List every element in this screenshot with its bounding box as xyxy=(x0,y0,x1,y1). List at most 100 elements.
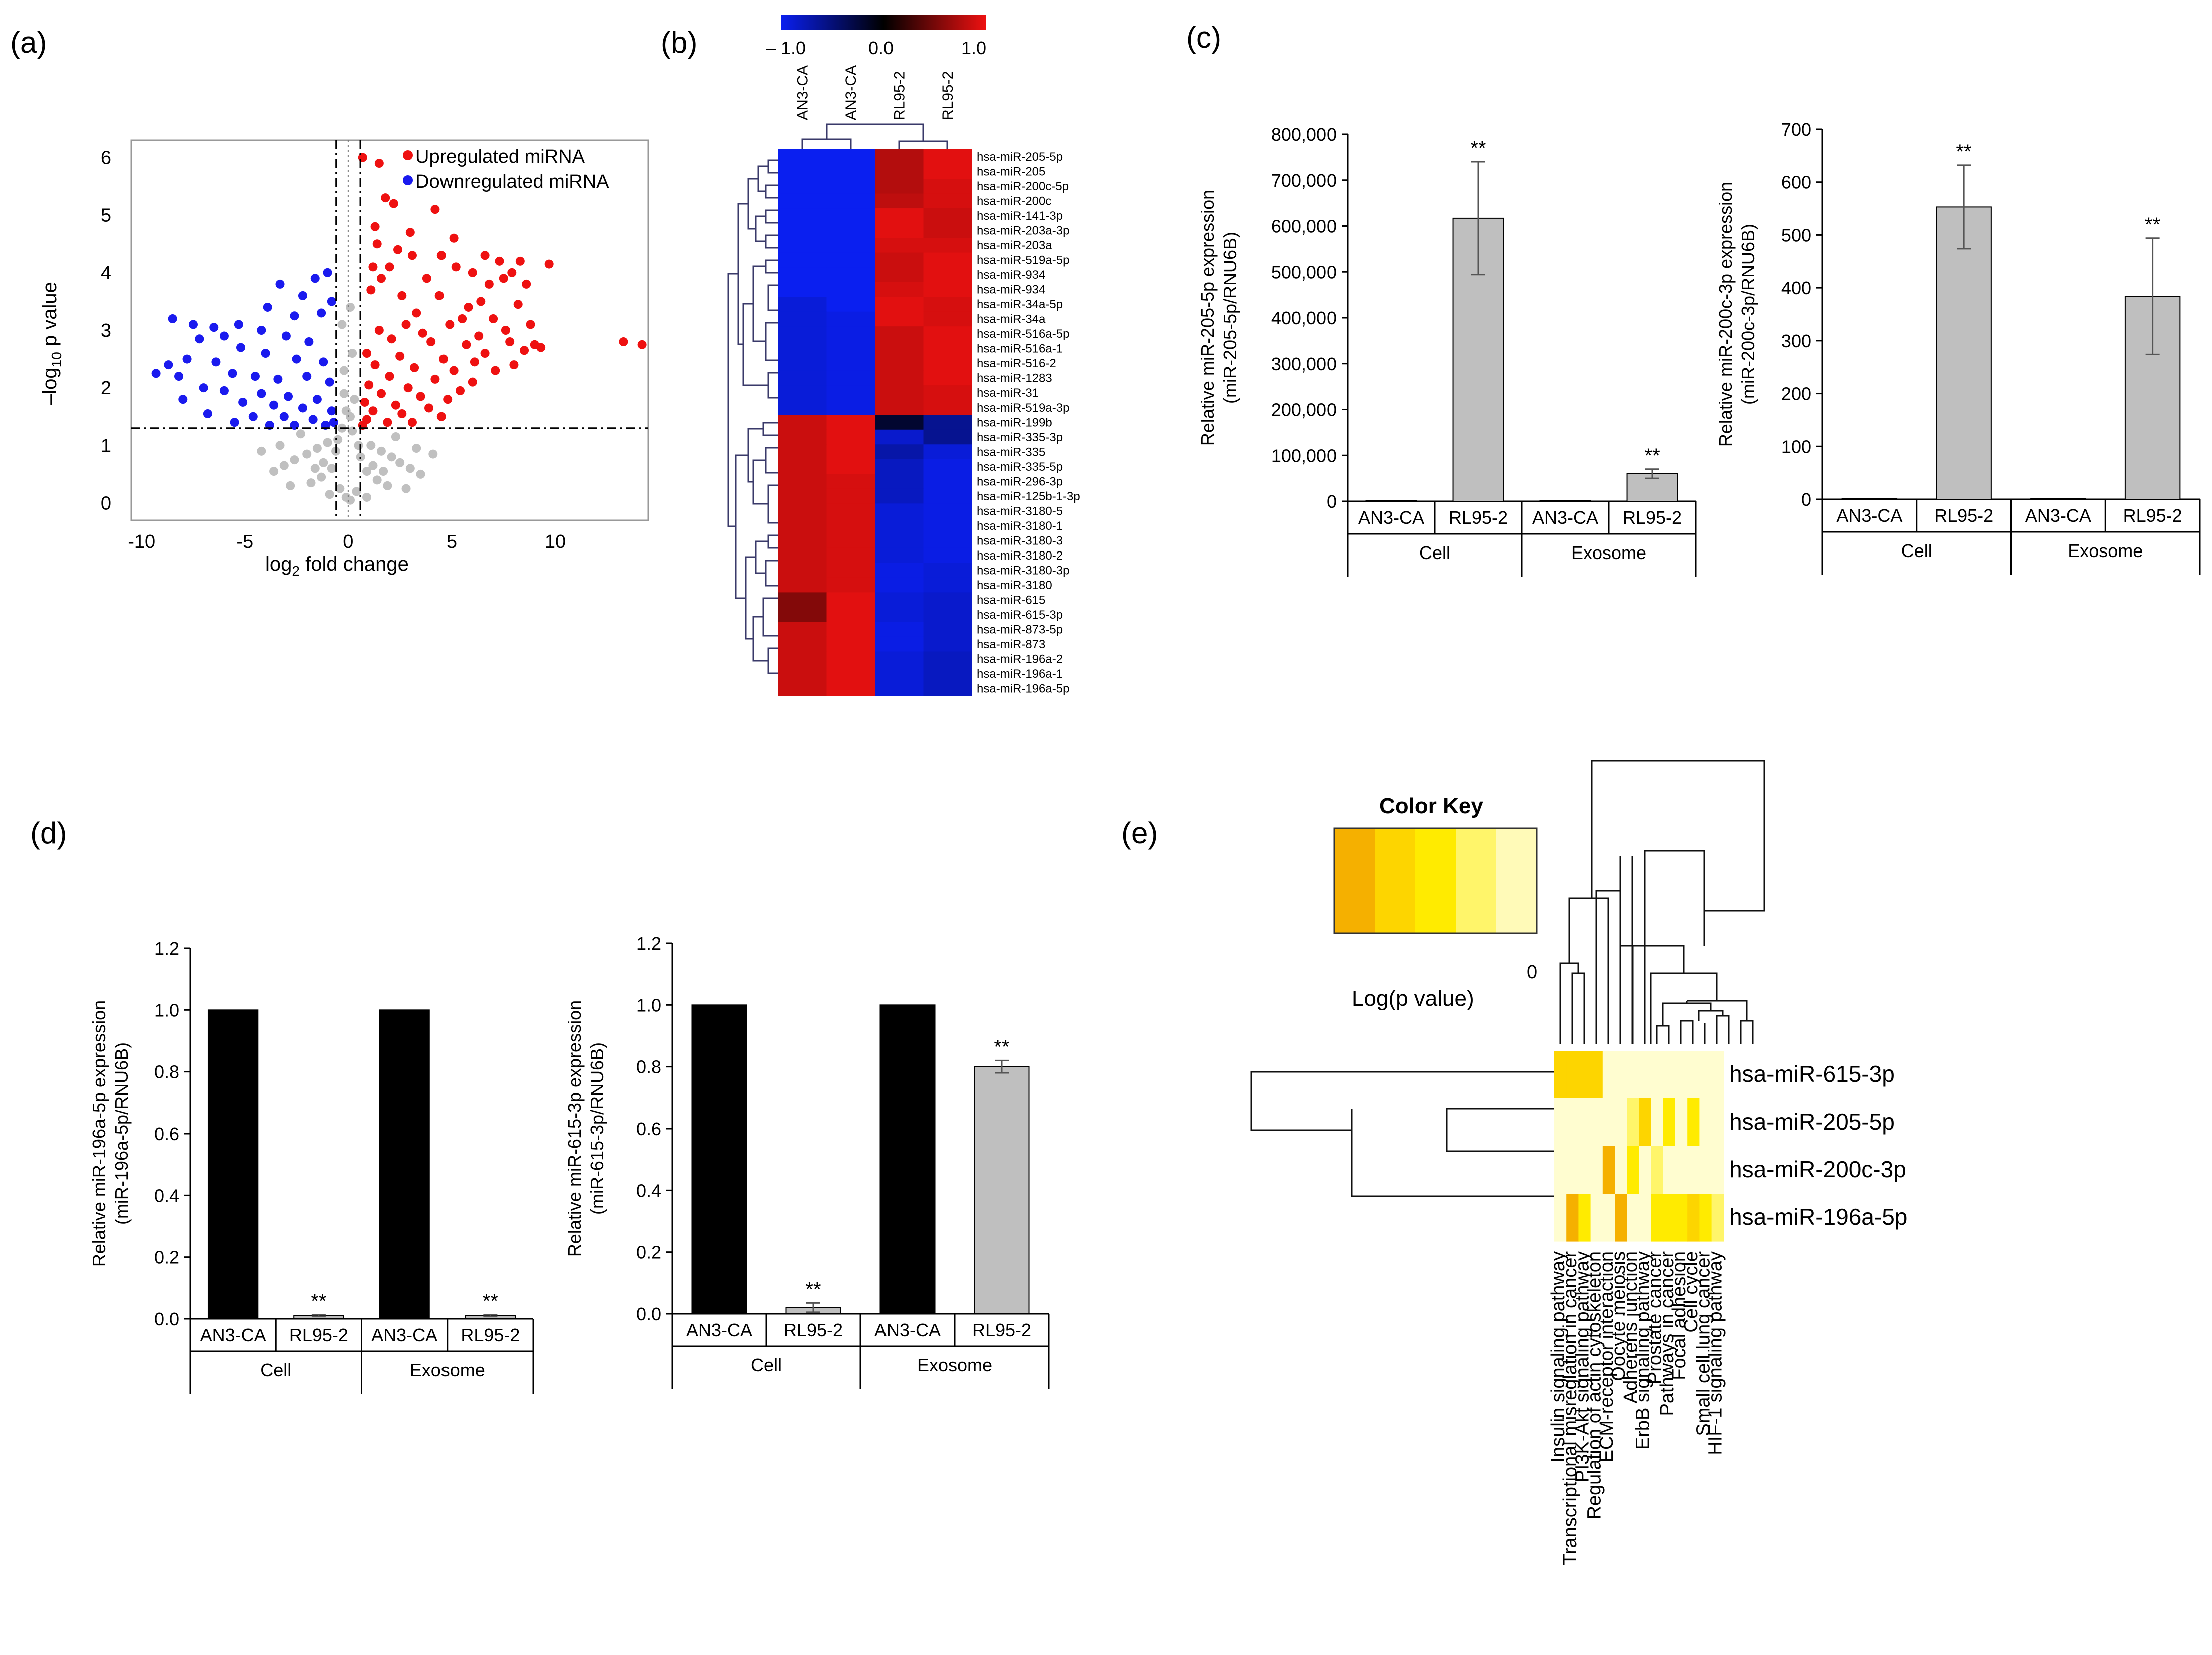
volcano-point xyxy=(513,300,523,309)
y-tick-label: 0.0 xyxy=(636,1304,661,1324)
y-tick-label: 2 xyxy=(101,378,111,399)
heatmap-cell xyxy=(875,370,924,386)
heatmap-cell xyxy=(826,592,875,608)
pathway-cell xyxy=(1711,1098,1724,1147)
pathway-cell xyxy=(1578,1051,1591,1099)
heatmap-row-label: hsa-miR-3180-1 xyxy=(977,519,1063,533)
heatmap-cell xyxy=(875,356,924,371)
group-label: Cell xyxy=(751,1355,782,1375)
heatmap-cell xyxy=(826,518,875,533)
heatmap-cell xyxy=(826,681,875,696)
volcano-point xyxy=(219,386,229,395)
heatmap-cell xyxy=(826,459,875,474)
heatmap-cell xyxy=(826,326,875,342)
heatmap-cell xyxy=(923,651,972,667)
heatmap-row-label: hsa-miR-519a-3p xyxy=(977,401,1069,415)
volcano-point xyxy=(178,395,188,404)
heatmap-cell xyxy=(875,518,924,533)
y-tick-label: 6 xyxy=(101,148,111,169)
heatmap-cell xyxy=(778,267,827,283)
volcano-point xyxy=(323,438,332,447)
heatmap-color-scale xyxy=(781,15,986,30)
pathway-cell xyxy=(1566,1098,1579,1147)
volcano-point xyxy=(405,228,415,237)
bar xyxy=(691,1004,747,1315)
heatmap-row-label: hsa-miR-200c-5p xyxy=(977,180,1069,193)
volcano-point xyxy=(387,452,396,462)
heatmap-cell xyxy=(923,179,972,194)
pathway-cell xyxy=(1590,1051,1603,1099)
heatmap-cell xyxy=(778,607,827,623)
volcano-point xyxy=(383,418,392,427)
heatmap-cell xyxy=(923,311,972,327)
pathway-cell xyxy=(1554,1146,1567,1194)
bar-chart-mir196a: 0.0 0.2 0.4 0.6 0.8 1.0 1.2 AN3-CA ** RL95-2 AN3-C… xyxy=(89,938,534,1394)
volcano-point xyxy=(449,233,459,243)
volcano-point xyxy=(428,449,438,459)
volcano-point xyxy=(368,262,378,272)
volcano-point xyxy=(298,403,307,413)
heatmap-cell xyxy=(826,547,875,563)
heatmap-cell xyxy=(778,666,827,682)
volcano-point xyxy=(403,383,413,393)
heatmap-cell xyxy=(923,370,972,386)
significance-mark: ** xyxy=(1644,445,1660,467)
heatmap-cell xyxy=(826,415,875,430)
category-label: AN3-CA xyxy=(371,1325,437,1345)
pathway-column-label: ECM-receptor interaction xyxy=(1596,1251,1617,1462)
volcano-point xyxy=(405,464,415,473)
heatmap-cell xyxy=(778,459,827,474)
volcano-point xyxy=(480,349,490,358)
pathway-cell xyxy=(1687,1146,1700,1194)
heatmap-row-label: hsa-miR-516a-1 xyxy=(977,342,1063,356)
heatmap-cell xyxy=(923,577,972,593)
pathway-cell xyxy=(1663,1051,1676,1099)
heatmap-cell xyxy=(875,415,924,430)
pathway-cell xyxy=(1602,1146,1615,1194)
volcano-point xyxy=(317,308,326,318)
volcano-point xyxy=(151,369,161,378)
y-tick-label: 300 xyxy=(1781,331,1811,351)
pathway-row-label: hsa-miR-205-5p xyxy=(1729,1109,1895,1135)
heatmap-cell xyxy=(826,666,875,682)
heatmap-cell xyxy=(826,282,875,297)
mirna-heatmap: – 1.0 0.0 1.0 AN3-CA AN3-CA RL95-2 RL95-2 h… xyxy=(727,15,1080,696)
group-label: Cell xyxy=(260,1360,291,1380)
y-tick-label: 1.2 xyxy=(154,938,179,959)
y-tick-label: 5 xyxy=(101,205,111,226)
y-tick-label: 400 xyxy=(1781,278,1811,298)
volcano-point xyxy=(286,481,295,490)
pathway-cell xyxy=(1590,1194,1603,1242)
volcano-point xyxy=(219,331,229,341)
y-tick-label: 0 xyxy=(1801,489,1811,510)
volcano-point xyxy=(418,328,427,338)
heatmap-row-label: hsa-miR-199b xyxy=(977,416,1052,429)
heatmap-cell xyxy=(875,636,924,652)
pathway-cell xyxy=(1687,1098,1700,1147)
heatmap-cell xyxy=(923,149,972,165)
y-tick-label: 0.4 xyxy=(154,1185,179,1206)
heatmap-cell xyxy=(778,415,827,430)
volcano-point xyxy=(327,297,336,306)
volcano-point xyxy=(426,337,436,347)
pathway-cell xyxy=(1675,1051,1688,1099)
y-tick-label: 0.4 xyxy=(636,1180,661,1201)
heatmap-cell xyxy=(826,193,875,209)
y-axis-label-secondary: (miR-200c-3p/RNU6B) xyxy=(1738,224,1758,405)
heatmap-row-label: hsa-miR-196a-5p xyxy=(977,682,1069,696)
y-tick-label: 1.2 xyxy=(636,933,661,954)
heatmap-cell xyxy=(923,164,972,179)
volcano-point xyxy=(257,389,266,398)
heatmap-cell xyxy=(875,341,924,356)
group-label: Exosome xyxy=(410,1360,485,1380)
y-tick-label: 500 xyxy=(1781,225,1811,245)
pathway-cell xyxy=(1566,1194,1579,1242)
bar xyxy=(1539,500,1591,502)
pathway-column-label: Small cell lung cancer xyxy=(1693,1251,1714,1436)
volcano-point xyxy=(325,490,334,499)
volcano-point xyxy=(275,279,285,289)
pathway-cell xyxy=(1663,1146,1676,1194)
volcano-point xyxy=(335,484,345,493)
category-label: AN3-CA xyxy=(686,1320,752,1340)
